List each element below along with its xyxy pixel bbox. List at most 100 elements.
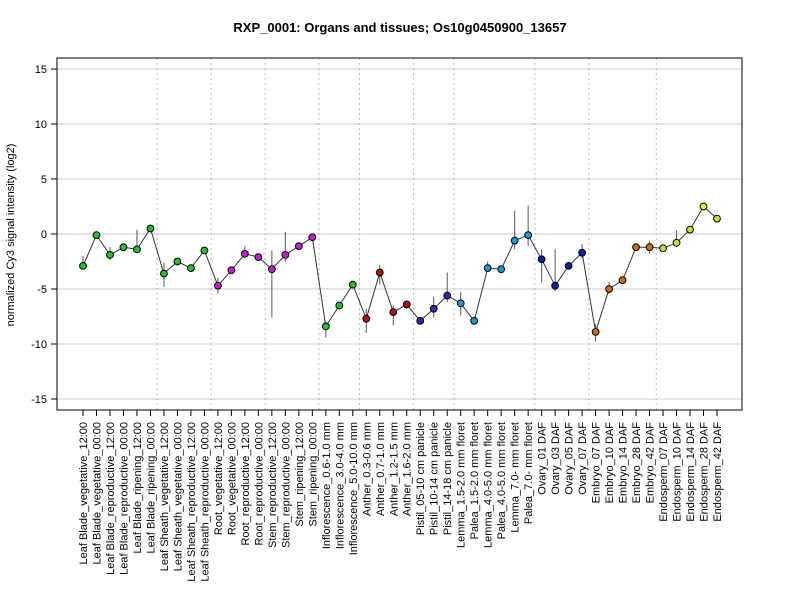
x-tick-label: Pistil_05-10 cm panicle xyxy=(415,422,427,535)
x-tick-label: Inflorescence_0.6-1.0 mm xyxy=(321,422,333,549)
x-tick-label: Endosperm_28 DAF xyxy=(699,422,711,522)
x-tick-label: Palea_1.5-2.0 mm floret xyxy=(469,422,481,539)
data-point xyxy=(686,225,694,234)
x-tick-label: Inflorescence_5.0-10.0 mm xyxy=(348,422,360,555)
x-tick-label: Anther_1.2-1.5 mm xyxy=(388,422,400,516)
x-tick-label: Stem_reproductive_00:00 xyxy=(280,422,292,548)
x-tick-label: Stem_ripening_00:00 xyxy=(307,422,319,527)
data-point xyxy=(389,308,398,317)
data-point xyxy=(564,262,573,270)
x-tick-label: Leaf Sheath_reproductive_12:00 xyxy=(186,422,198,582)
x-tick-label: Inflorescence_3.0-4.0 mm xyxy=(334,422,346,549)
y-tick-label: 0 xyxy=(41,229,47,241)
y-tick-label: 5 xyxy=(41,174,47,186)
chart-title: RXP_0001: Organs and tissues; Os10g04509… xyxy=(233,20,566,35)
data-point xyxy=(146,224,155,233)
x-tick-label: Endosperm_10 DAF xyxy=(672,422,684,522)
y-tick-label: 15 xyxy=(35,64,47,76)
x-tick-label: Root_reproductive_00:00 xyxy=(253,422,265,546)
data-point xyxy=(443,291,452,300)
x-tick-label: Root_vegetative_12:00 xyxy=(213,422,225,535)
data-point xyxy=(591,328,600,336)
x-tick-label: Root_vegetative_00:00 xyxy=(226,422,238,535)
x-tick-label: Embryo_42 DAF xyxy=(645,422,657,504)
data-point xyxy=(618,276,627,285)
data-point xyxy=(416,317,425,325)
x-tick-label: Leaf Sheath_vegetative_12:00 xyxy=(159,422,171,571)
x-tick-label: Stem_reproductive_12:00 xyxy=(267,422,279,548)
x-tick-label: Leaf Blade_reproductive_00:00 xyxy=(118,422,130,575)
x-tick-label: Endosperm_42 DAF xyxy=(712,422,724,522)
x-tick-label: Leaf Blade_vegetative_12:00 xyxy=(78,422,90,565)
x-tick-label: Anther_1.6-2.0 mm xyxy=(402,422,414,516)
data-point xyxy=(470,317,479,325)
data-point xyxy=(362,314,371,323)
data-point xyxy=(645,243,654,252)
data-point xyxy=(200,246,209,255)
data-point xyxy=(402,300,411,309)
y-tick-label: -15 xyxy=(31,394,47,406)
x-tick-label: Ovary_05 DAF xyxy=(564,422,576,495)
x-axis: Leaf Blade_vegetative_12:00 Leaf Blade_ve… xyxy=(78,410,724,582)
data-point xyxy=(160,269,168,278)
x-tick-label: Anther_0.7-1.0 mm xyxy=(375,422,387,516)
x-tick-label: Leaf Blade_vegetative_00:00 xyxy=(91,422,103,565)
data-point xyxy=(659,244,667,253)
x-tick-label: Embryo_14 DAF xyxy=(618,422,630,504)
data-point xyxy=(213,281,222,290)
x-tick-label: Ovary_03 DAF xyxy=(550,422,562,495)
x-tick-label: Embryo_07 DAF xyxy=(591,422,603,504)
x-tick-label: Embryo_10 DAF xyxy=(604,422,616,504)
data-point xyxy=(281,251,290,259)
data-point xyxy=(632,243,640,252)
x-tick-label: Ovary_07 DAF xyxy=(577,422,589,495)
data-point xyxy=(605,285,613,293)
x-tick-label: Endosperm_07 DAF xyxy=(658,422,670,522)
x-tick-label: Ovary_01 DAF xyxy=(537,422,549,495)
data-point xyxy=(524,231,533,240)
data-point xyxy=(537,255,546,264)
data-point xyxy=(348,280,357,289)
data-point xyxy=(713,214,721,223)
group-separators xyxy=(156,58,657,410)
x-tick-label: Pistil_14-18 cm panicle xyxy=(442,422,454,535)
data-point xyxy=(267,265,276,274)
x-tick-label: Endosperm_14 DAF xyxy=(685,422,697,522)
data-point xyxy=(699,202,708,211)
data-point xyxy=(321,322,330,331)
x-tick-label: Pistil_10-14 cm panicle xyxy=(429,422,441,535)
data-point xyxy=(510,236,519,245)
error-bars xyxy=(82,203,718,342)
x-tick-label: Leaf Blade_ripening_12:00 xyxy=(132,422,144,554)
data-point xyxy=(483,264,492,273)
x-tick-label: Anther_0.3-0.6 mm xyxy=(361,422,373,516)
data-point xyxy=(173,257,182,266)
data-point xyxy=(375,268,384,277)
x-tick-label: Leaf Sheath_vegetative_00:00 xyxy=(172,422,184,571)
x-tick-label: Root_reproductive_12:00 xyxy=(240,422,252,546)
data-point xyxy=(254,253,263,262)
x-tick-label: Leaf Blade_ripening_00:00 xyxy=(145,422,157,554)
y-tick-label: -10 xyxy=(31,339,47,351)
data-point xyxy=(133,245,141,254)
y-axis: -15 -10 -5 0 5 10 15 xyxy=(31,64,57,406)
data-point xyxy=(429,304,438,313)
data-point xyxy=(79,262,87,270)
x-tick-label: Lemma_4.0-5.0 mm floret xyxy=(483,422,495,548)
data-point xyxy=(187,264,195,273)
y-tick-label: 10 xyxy=(35,119,47,131)
x-tick-label: Palea_7.0- mm floret xyxy=(523,422,535,524)
data-point xyxy=(106,251,114,259)
x-tick-label: Leaf Sheath_reproductive_00:00 xyxy=(199,422,211,582)
data-point xyxy=(672,238,681,247)
data-point xyxy=(497,265,506,274)
x-tick-label: Lemma_1.5-2.0 mm floret xyxy=(456,422,468,548)
data-point xyxy=(227,266,236,275)
gridlines xyxy=(57,68,742,400)
y-axis-label: normalized Cy3 signal intensity (log2) xyxy=(5,144,17,327)
x-tick-label: Lemma_7.0- mm floret xyxy=(510,422,522,533)
data-point xyxy=(308,233,317,242)
data-point xyxy=(294,242,303,251)
x-tick-label: Palea_4.0-5.0 mm floret xyxy=(496,422,508,539)
